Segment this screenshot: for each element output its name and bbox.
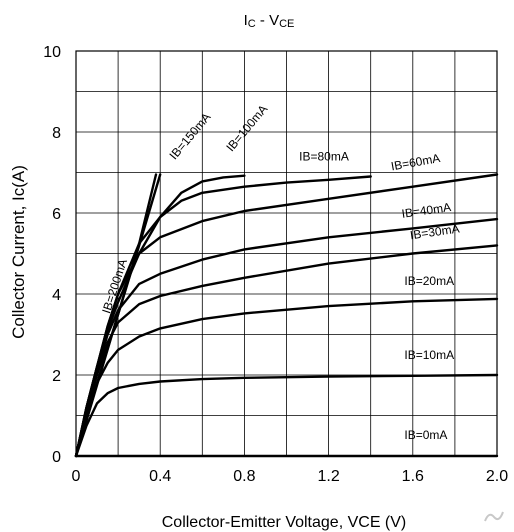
x-tick-label: 2.0	[486, 468, 508, 485]
curve-label: IB=80mA	[299, 149, 349, 163]
y-tick-label: 8	[52, 125, 61, 142]
y-axis-label: Collector Current, Ic(A)	[9, 165, 28, 339]
y-tick-label: 6	[52, 206, 61, 223]
y-tick-label: 0	[52, 449, 61, 466]
watermark-mark	[482, 508, 506, 524]
curve-label: IB=150mA	[167, 110, 214, 162]
x-tick-label: 1.2	[317, 468, 339, 485]
x-tick-label: 0.8	[233, 468, 255, 485]
curve-label: IB=30mA	[409, 222, 460, 243]
curve-label: IB=100mA	[223, 102, 270, 154]
y-tick-label: 4	[52, 287, 61, 304]
x-tick-label: 1.6	[402, 468, 424, 485]
x-tick-label: 0.4	[149, 468, 171, 485]
y-tick-label: 10	[43, 44, 61, 61]
chart-title: IC - VCE	[244, 12, 295, 30]
curve-label: IB=40mA	[401, 200, 452, 221]
x-tick-label: 0	[72, 468, 81, 485]
x-tick-labels: 0 0.4 0.8 1.2 1.6 2.0	[72, 468, 509, 485]
y-tick-labels: 0 2 4 6 8 10	[43, 44, 61, 466]
chart-title-main-sub: C	[248, 18, 256, 30]
curve-label: IB=60mA	[390, 151, 441, 173]
curve-label: IB=20mA	[404, 274, 454, 288]
y-tick-label: 2	[52, 368, 61, 385]
curve-label: IB=10mA	[404, 348, 454, 362]
chart-title-sep: - V	[256, 12, 279, 29]
chart-title-sep-sub: CE	[279, 18, 294, 30]
curve-label: IB=0mA	[404, 428, 447, 442]
x-axis-label: Collector-Emitter Voltage, VCE (V)	[162, 514, 407, 531]
